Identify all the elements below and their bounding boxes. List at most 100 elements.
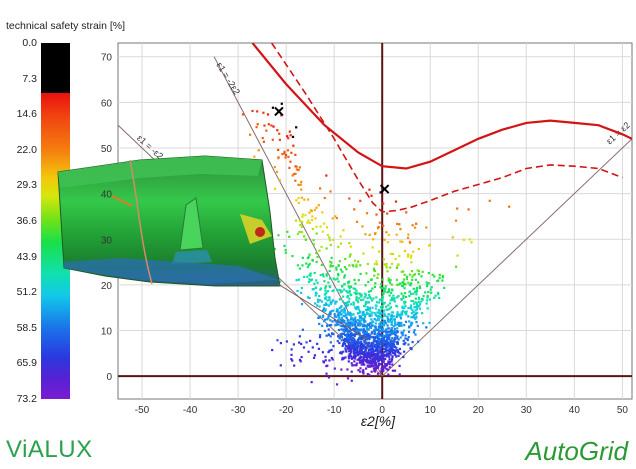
scatter-point (399, 228, 402, 231)
scatter-point (304, 238, 307, 241)
scatter-point (403, 287, 406, 290)
scatter-point (271, 348, 274, 352)
scatter-point (335, 266, 338, 269)
scatter-point (333, 367, 336, 370)
scatter-point (383, 321, 386, 324)
scatter-point (341, 295, 345, 298)
scatter-point (393, 338, 396, 341)
scatter-point (437, 291, 440, 295)
scatter-point (354, 316, 357, 319)
scatter-point (405, 277, 409, 281)
scatter-point (316, 281, 319, 284)
scatter-point (349, 285, 353, 289)
scatter-point (408, 294, 411, 298)
scatter-point (404, 320, 408, 323)
y-tick-label: 40 (101, 190, 113, 201)
scatter-point (367, 360, 370, 363)
scatter-point (347, 285, 350, 288)
scatter-point (414, 305, 417, 308)
scatter-point (383, 338, 386, 342)
scatter-point (367, 280, 370, 284)
scatter-point (370, 341, 374, 345)
scatter-point (344, 347, 347, 350)
scatter-point (354, 325, 357, 328)
scatter-point (349, 348, 352, 351)
scatter-point (301, 264, 304, 267)
scatter-point (393, 297, 396, 300)
scatter-point (403, 324, 406, 327)
x-tick-label: 40 (569, 405, 581, 416)
scatter-point (410, 292, 413, 296)
scatter-point (395, 346, 398, 349)
scatter-point (384, 354, 387, 357)
scatter-point (376, 372, 380, 375)
scatter-point (318, 294, 321, 298)
scatter-point (362, 304, 366, 308)
scatter-point (339, 324, 342, 327)
scatter-point (412, 250, 415, 253)
scatter-point (360, 322, 363, 325)
scatter-point (377, 340, 380, 343)
scatter-point (347, 303, 350, 307)
scatter-point (324, 308, 327, 311)
scatter-point (329, 335, 332, 338)
scatter-point (384, 357, 387, 361)
scatter-point (359, 370, 362, 373)
scatter-point (296, 264, 299, 267)
scatter-point (369, 310, 372, 313)
x-tick-label: -10 (327, 405, 342, 416)
scatter-point (368, 360, 371, 364)
scatter-point (283, 244, 286, 247)
scatter-point (373, 330, 377, 334)
scatter-point (324, 359, 327, 362)
scatter-point (327, 281, 330, 284)
scatter-point (371, 344, 374, 347)
scatter-point (388, 351, 391, 354)
scatter-point (378, 301, 381, 304)
scatter-point (278, 179, 281, 182)
scatter-point (347, 281, 350, 284)
y-tick-label: 50 (101, 144, 113, 155)
scatter-point (362, 313, 365, 317)
scatter-point (388, 307, 391, 310)
scatter-point (391, 355, 394, 358)
scatter-point (408, 325, 411, 328)
scatter-point (358, 292, 361, 295)
scatter-point (426, 307, 429, 310)
scatter-point (354, 341, 357, 345)
scatter-point (353, 306, 357, 309)
scatter-point (429, 288, 432, 291)
scatter-point (409, 307, 413, 310)
scatter-point (343, 265, 347, 269)
scatter-point (308, 296, 311, 300)
scatter-point (348, 287, 351, 290)
scatter-point (410, 321, 413, 325)
scatter-point (385, 363, 388, 366)
scatter-point (364, 367, 368, 370)
scatter-point (354, 343, 357, 346)
scatter-point (394, 200, 398, 203)
scatter-point (389, 339, 392, 342)
scatter-point (348, 323, 351, 326)
scatter-point (385, 345, 388, 348)
scatter-point (356, 331, 360, 334)
scatter-point (377, 362, 381, 365)
scatter-point (295, 126, 298, 129)
scatter-point (377, 357, 380, 360)
scatter-point (327, 328, 330, 331)
scatter-point (393, 318, 396, 321)
scatter-point (383, 290, 386, 293)
scatter-point (362, 353, 366, 356)
scatter-point (379, 358, 382, 362)
scatter-point (380, 307, 383, 311)
scatter-point (374, 304, 377, 307)
scatter-point (370, 362, 374, 365)
scatter-point (385, 231, 388, 234)
scatter-point (379, 370, 383, 373)
scatter-point (369, 290, 372, 293)
scatter-point (383, 263, 386, 266)
scatter-point (388, 302, 392, 305)
scatter-point (364, 233, 367, 236)
scatter-point (363, 314, 367, 317)
scatter-point (346, 291, 349, 294)
